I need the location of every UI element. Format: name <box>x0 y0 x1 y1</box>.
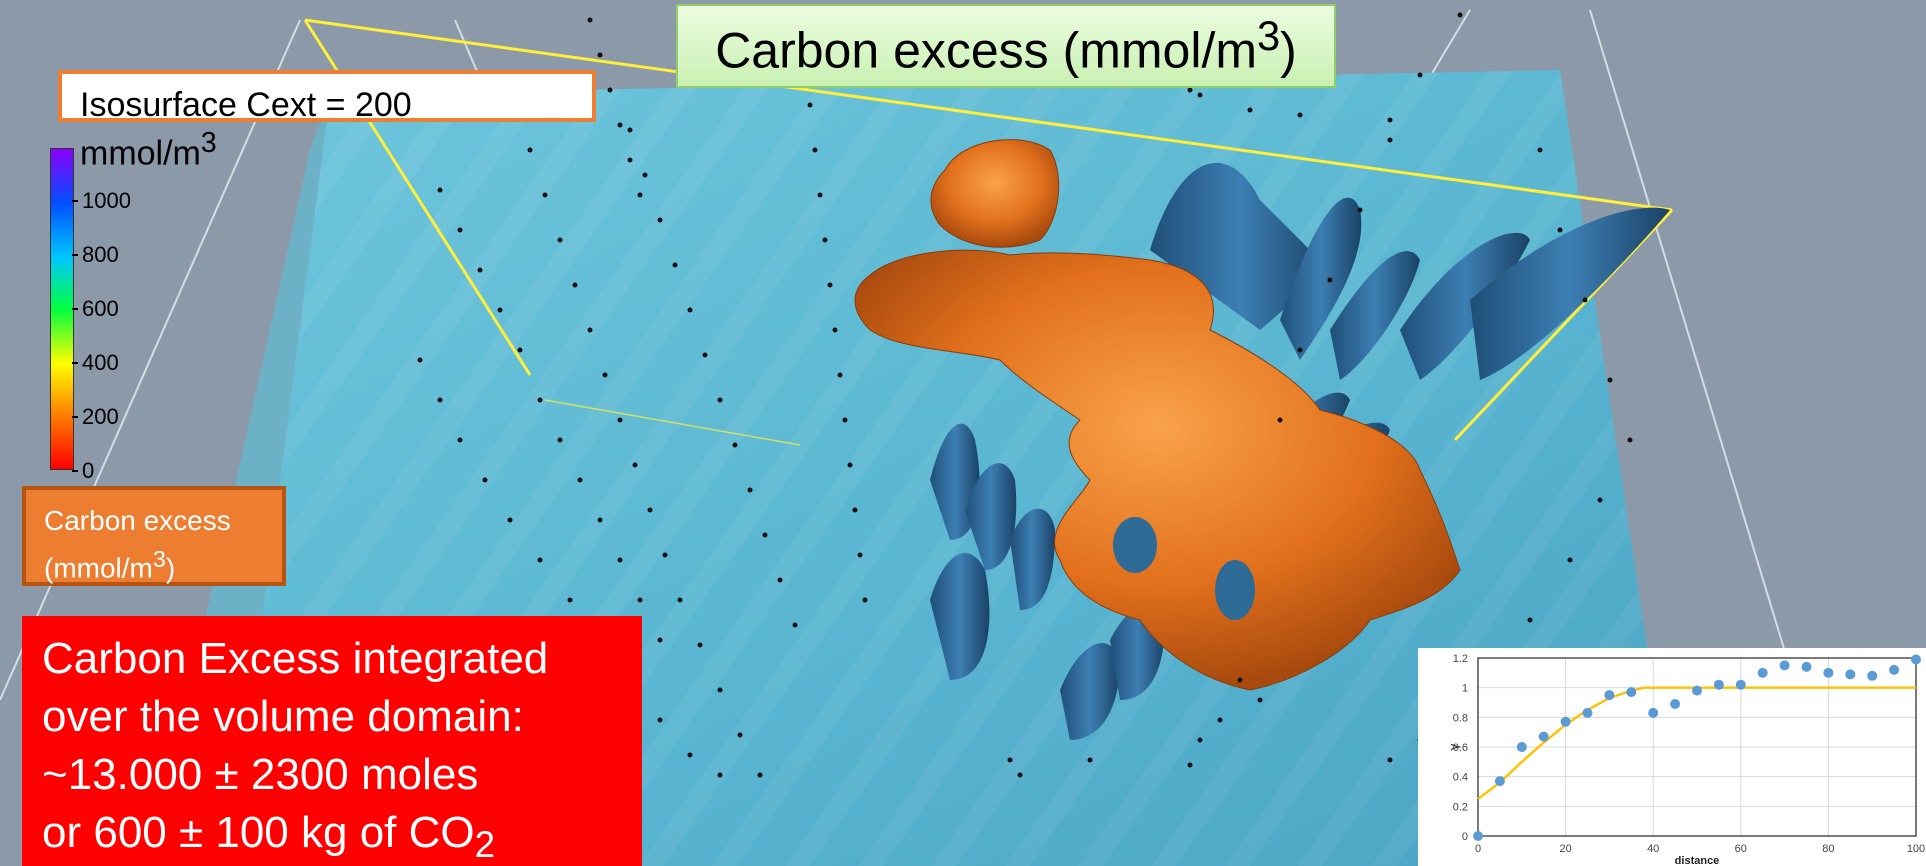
y-axis-label: γ <box>1447 743 1461 750</box>
carbon-excess-isosurface <box>854 139 1461 691</box>
chart-title-box: Carbon excess (mmol/m3) <box>676 4 1336 88</box>
data-point <box>1626 687 1637 698</box>
y-tick-label: 0 <box>1462 831 1468 843</box>
isosurface-label-line2: mmol/m3 <box>80 127 217 173</box>
x-tick-label: 0 <box>1475 843 1481 855</box>
colorbar-tick: 1000 <box>72 190 131 212</box>
x-tick-label: 60 <box>1735 843 1747 855</box>
summary-line4: or 600 ± 100 kg of CO2 <box>42 808 495 865</box>
legend-line1: Carbon excess <box>44 505 231 536</box>
isosurface-label-line1: Isosurface Cext = 200 <box>80 86 412 124</box>
data-point <box>1560 716 1571 727</box>
data-point <box>1735 679 1746 690</box>
y-tick-label: 0.4 <box>1453 772 1468 784</box>
data-point <box>1692 685 1702 696</box>
data-point <box>1867 670 1878 681</box>
summary-line2: over the volume domain: <box>42 692 524 741</box>
data-point <box>1516 742 1527 752</box>
y-tick-label: 1.2 <box>1453 653 1468 665</box>
data-point <box>1845 669 1856 680</box>
summary-line3: ~13.000 ± 2300 moles <box>42 750 479 799</box>
colorbar-legend-box: Carbon excess (mmol/m3) <box>22 486 286 586</box>
x-axis-label: distance <box>1675 855 1720 866</box>
colorbar-tick: 600 <box>72 298 119 320</box>
data-point <box>1494 776 1505 787</box>
x-tick-label: 80 <box>1822 843 1834 855</box>
y-tick-label: 0.2 <box>1453 801 1468 813</box>
data-point <box>1889 664 1900 675</box>
data-point <box>1604 690 1615 701</box>
variogram-plot: 0 0.2 0.4 0.6 0.8 1 1.2 0 20 40 60 80 100 distance γ <box>1447 653 1925 866</box>
colorbar-tick: 200 <box>72 406 119 428</box>
data-point <box>1582 707 1593 718</box>
y-tick-label: 0.6 <box>1453 742 1468 754</box>
summary-box: Carbon Excess integrated over the volume… <box>22 616 642 866</box>
colorbar-scale <box>50 148 74 470</box>
x-tick-label: 100 <box>1907 843 1925 855</box>
data-point <box>1823 667 1834 678</box>
data-point <box>1713 679 1724 690</box>
colorbar-tick: 800 <box>72 244 119 266</box>
x-tick-label: 40 <box>1647 843 1659 855</box>
plot-frame <box>1477 657 1917 837</box>
legend-line2: (mmol/m3) <box>44 546 176 584</box>
colorbar-tick: 400 <box>72 352 119 374</box>
data-point <box>1538 731 1549 742</box>
data-point <box>1757 667 1768 678</box>
title-text: Carbon excess (mmol/m3) <box>715 12 1297 79</box>
colorbar-tick: 0 <box>71 460 94 482</box>
data-point <box>1473 831 1483 841</box>
y-tick-label: 1 <box>1462 683 1468 695</box>
variogram-chart: 0 0.2 0.4 0.6 0.8 1 1.2 0 20 40 60 80 100 distance γ <box>1418 648 1926 866</box>
data-point <box>1779 660 1790 671</box>
data-point <box>1670 698 1681 709</box>
summary-line1: Carbon Excess integrated <box>42 634 549 683</box>
isosurface-label-box: Isosurface Cext = 200 mmol/m3 <box>58 70 596 172</box>
y-tick-label: 0.8 <box>1453 712 1468 724</box>
orange-isosurface-holes <box>1113 517 1255 620</box>
data-point <box>1648 707 1659 718</box>
model-line <box>1477 686 1916 800</box>
data-point <box>1801 661 1812 672</box>
x-tick-label: 20 <box>1559 843 1571 855</box>
data-point <box>1911 654 1921 665</box>
